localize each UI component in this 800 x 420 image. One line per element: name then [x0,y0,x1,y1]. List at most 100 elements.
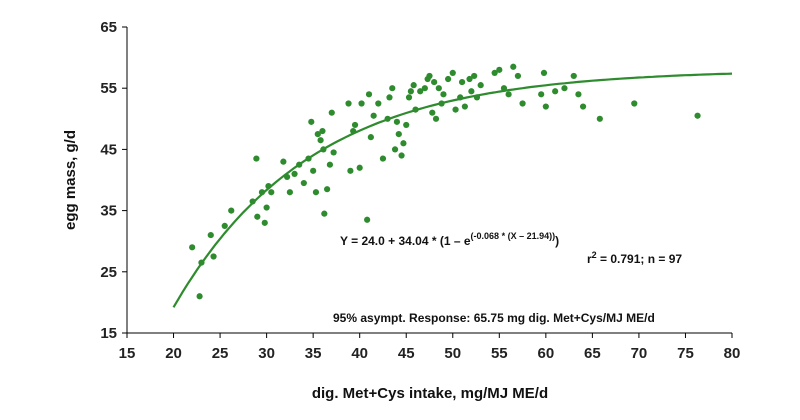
data-point [496,66,503,73]
data-point [540,69,548,76]
data-point [328,109,335,116]
data-point [510,63,517,70]
y-tick-label: 55 [100,80,117,97]
x-tick-label: 15 [119,345,136,362]
data-point [395,131,402,138]
data-point [393,118,401,125]
data-point [319,127,326,135]
data-point [286,189,293,196]
data-point [426,72,433,80]
stats-annotation: r2 = 0.791; n = 97 [587,250,682,266]
stats-rest: = 0.791; n = 97 [597,252,683,266]
data-point [461,103,468,110]
data-point [403,121,410,129]
y-tick-label: 45 [100,141,117,158]
svg-text:Y = 24.0 + 34.04 * (1 – e(-0.: Y = 24.0 + 34.04 * (1 – e(-0.068 * (X – … [340,231,559,248]
data-point [421,85,428,92]
data-point [253,155,260,162]
y-tick-label: 65 [100,19,117,36]
data-point [389,85,396,92]
data-point [314,131,321,138]
data-point [367,134,374,141]
data-point [391,146,399,153]
data-point [261,219,268,226]
data-point [207,231,214,239]
data-point [345,100,352,107]
y-axis-title: egg mass, g/d [62,130,79,230]
data-point [440,91,447,98]
data-point [542,103,549,110]
y-tick-label: 15 [100,325,117,342]
x-axis: 15 20 25 30 35 40 45 50 55 60 65 70 75 80 [119,332,741,362]
data-point [398,152,405,159]
data-point [514,72,522,80]
data-point [477,82,484,89]
x-tick-label: 30 [258,345,275,362]
y-tick-label: 25 [100,264,117,281]
data-points [189,63,701,300]
data-point [300,179,307,187]
data-point [254,213,261,220]
data-point [189,244,196,251]
data-point [321,210,328,217]
data-point [435,85,442,92]
data-point [466,75,473,83]
data-point [268,189,275,196]
data-point [351,121,359,129]
y-axis: 15 25 35 45 55 65 [100,19,128,342]
data-point [471,72,478,80]
data-point [386,94,393,101]
data-point [407,88,414,95]
data-point [538,91,545,98]
data-point [228,207,235,214]
data-point [445,75,452,83]
data-point [579,103,587,110]
equation-annotation: Y = 24.0 + 34.04 * (1 – e(-0.068 * (X – … [340,231,559,248]
fitted-curve [172,72,733,308]
x-tick-label: 50 [444,345,461,362]
response-note: 95% asympt. Response: 65.75 mg dig. Met+… [333,311,655,325]
data-point [596,115,603,122]
x-tick-label: 45 [398,345,415,362]
data-point [631,100,638,107]
equation-main: Y = 24.0 + 34.04 * (1 – e [340,234,471,248]
x-tick-label: 60 [538,345,555,362]
data-point [263,204,270,211]
data-point [365,91,373,98]
stats-r-sup: 2 [592,250,597,260]
x-tick-label: 55 [491,345,508,362]
data-point [405,94,413,101]
data-point [561,85,568,92]
data-point [308,118,315,125]
data-point [431,78,438,86]
data-point [312,189,320,196]
data-point [317,137,324,144]
x-tick-label: 70 [631,345,648,362]
data-point [694,112,701,119]
data-point [375,100,382,107]
data-point [410,82,417,89]
data-point [330,149,337,156]
data-point [458,78,466,86]
equation-exponent: (-0.068 * (X – 21.94)) [471,231,556,241]
data-point [364,216,371,223]
data-point [210,253,217,260]
data-point [417,88,424,95]
stats-r-prefix: r [587,252,592,266]
y-tick-label: 35 [100,203,117,220]
data-point [358,100,365,107]
data-point [468,88,475,95]
data-point [310,167,317,174]
data-point [291,170,298,177]
x-tick-label: 20 [165,345,182,362]
data-point [347,167,354,174]
data-point [326,161,334,168]
x-tick-label: 35 [305,345,322,362]
data-point [221,222,228,229]
data-point [379,155,387,162]
x-tick-label: 80 [724,345,741,362]
data-point [432,115,440,122]
data-point [552,88,559,95]
data-point [400,140,407,147]
data-point [370,112,377,119]
